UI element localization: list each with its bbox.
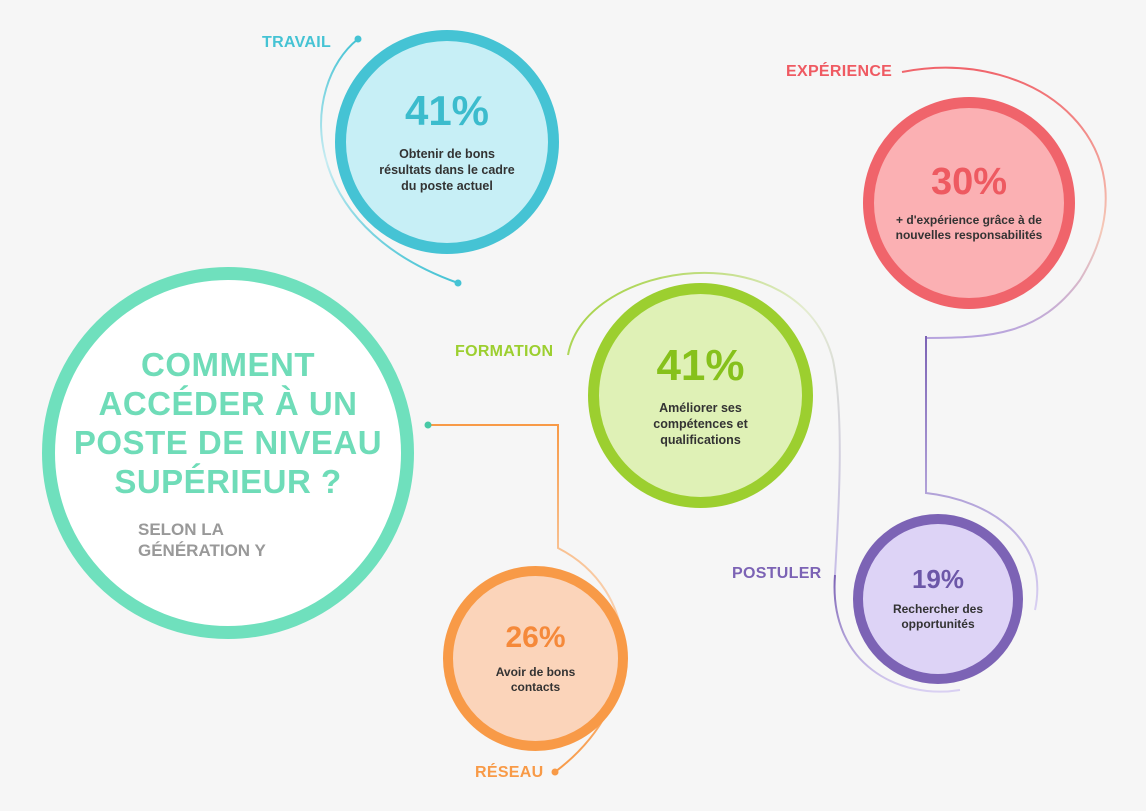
connector-travail — [320, 35, 462, 287]
connector-formation — [567, 271, 841, 576]
connector-experience — [901, 66, 1107, 611]
label-formation: FORMATION — [455, 343, 554, 360]
postuler-percent: 19% — [911, 564, 965, 594]
experience-percent: 30% — [930, 161, 1008, 203]
main-question-circle: COMMENT ACCÉDER À UN POSTE DE NIVEAU SUP… — [42, 267, 414, 639]
reseau-percent: 26% — [505, 620, 566, 654]
postuler-description: Rechercher des opportunités — [892, 602, 984, 631]
reseau-description: Avoir de bons contacts — [495, 664, 576, 694]
travail-percent: 41% — [404, 87, 490, 134]
label-travail: TRAVAIL — [262, 34, 332, 51]
formation-description: Améliorer ses compétences et qualificati… — [653, 400, 748, 447]
node-postuler: 19% Rechercher des opportunités — [853, 514, 1023, 684]
node-reseau: 26% Avoir de bons contacts — [443, 566, 628, 751]
node-experience: 30% + d'expérience grâce à de nouvelles … — [863, 97, 1075, 309]
travail-description: Obtenir de bons résultats dans le cadre … — [379, 147, 515, 193]
main-subtitle: SELON LA GÉNÉRATION Y — [138, 520, 266, 560]
node-travail: 41% Obtenir de bons résultats dans le ca… — [335, 30, 559, 254]
label-experience: EXPÉRIENCE — [786, 63, 893, 80]
label-reseau: RÉSEAU — [475, 764, 544, 781]
formation-percent: 41% — [656, 340, 745, 390]
label-postuler: POSTULER — [732, 565, 822, 582]
experience-description: + d'expérience grâce à de nouvelles resp… — [895, 213, 1043, 242]
node-formation: 41% Améliorer ses compétences et qualifi… — [588, 283, 813, 508]
main-title: COMMENT ACCÉDER À UN POSTE DE NIVEAU SUP… — [73, 346, 383, 500]
connector-postuler — [833, 574, 961, 693]
